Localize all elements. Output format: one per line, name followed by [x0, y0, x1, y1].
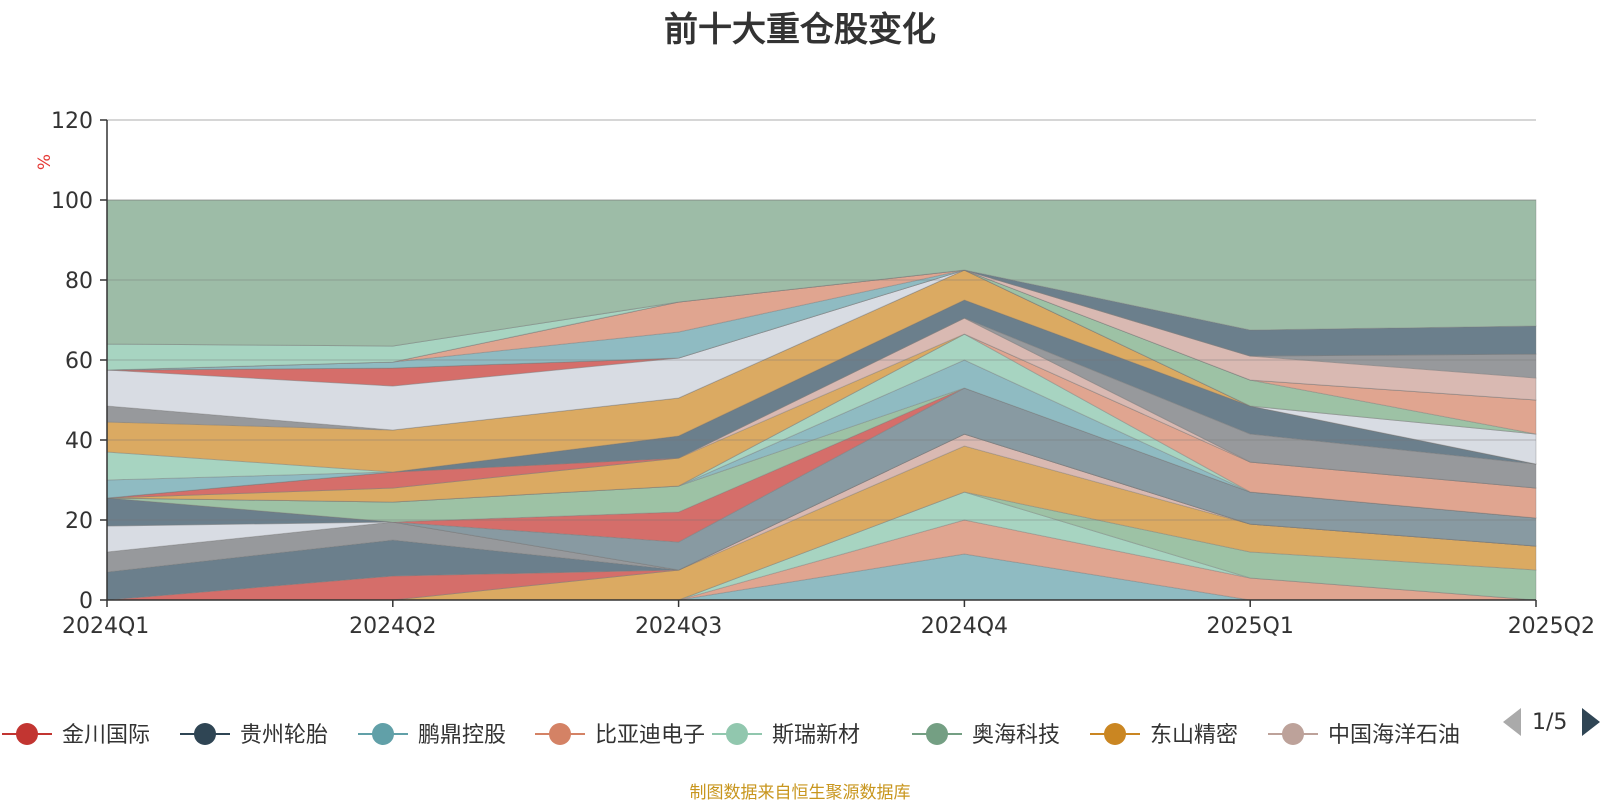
legend-item[interactable]: 奥海科技 [912, 723, 1060, 748]
area-band-21 [106, 317, 1537, 499]
legend-label: 中国海洋石油 [1328, 723, 1460, 748]
legend-next-icon[interactable] [1582, 708, 1600, 736]
x-tick-label: 2024Q1 [62, 614, 149, 639]
legend-item[interactable]: 斯瑞新材 [712, 723, 860, 748]
legend-item[interactable]: 中国海洋石油 [1268, 723, 1460, 748]
y-tick-label: 80 [65, 269, 93, 294]
axes: 0 20 40 60 80 100 120 2024Q1 2024Q2 2024Q3 2024Q4 2… [35, 109, 1595, 639]
legend-label: 金川国际 [62, 723, 150, 748]
legend-marker-icon [16, 723, 38, 745]
y-tick-label: 60 [65, 349, 93, 374]
y-tick-label: 0 [79, 589, 93, 614]
y-tick-label: 20 [65, 509, 93, 534]
chart-title: 前十大重仓股变化 [664, 10, 936, 50]
legend[interactable]: 金川国际 贵州轮胎 鹏鼎控股 比亚迪电子 斯瑞新材 奥海科技 东山精密 中国海洋石油 [2, 723, 1460, 748]
legend-label: 比亚迪电子 [595, 723, 705, 748]
grid-lines [107, 119, 1536, 521]
legend-label: 贵州轮胎 [240, 723, 328, 748]
legend-item[interactable]: 鹏鼎控股 [358, 723, 506, 748]
legend-marker-icon [1282, 723, 1304, 745]
legend-marker-icon [926, 723, 948, 745]
area-band-34 [106, 269, 1537, 379]
y-axis-unit-label: % [35, 154, 55, 170]
legend-item[interactable]: 比亚迪电子 [535, 723, 705, 748]
y-tick-label: 120 [51, 109, 93, 134]
legend-label: 鹏鼎控股 [418, 723, 506, 748]
legend-marker-icon [726, 723, 748, 745]
legend-marker-icon [372, 723, 394, 745]
x-tick-label: 2025Q2 [1508, 614, 1595, 639]
x-tick-label: 2025Q1 [1207, 614, 1294, 639]
legend-marker-icon [549, 723, 571, 745]
legend-label: 奥海科技 [972, 723, 1060, 748]
source-footnote: 制图数据来自恒生聚源数据库 [689, 783, 911, 803]
x-tick-label: 2024Q3 [635, 614, 722, 639]
area-layers [106, 199, 1537, 601]
legend-prev-icon[interactable] [1503, 708, 1521, 736]
x-tick-label: 2024Q4 [921, 614, 1008, 639]
area-band-12 [106, 387, 1537, 571]
y-tick-label: 40 [65, 429, 93, 454]
area-band-36 [106, 269, 1537, 357]
legend-label: 东山精密 [1150, 723, 1238, 748]
legend-label: 斯瑞新材 [772, 723, 860, 748]
legend-item[interactable]: 贵州轮胎 [180, 723, 328, 748]
area-band-33 [106, 269, 1537, 401]
legend-marker-icon [1104, 723, 1126, 745]
legend-pager[interactable]: 1/5 [1503, 708, 1600, 736]
area-band-37 [106, 199, 1537, 347]
y-tick-label: 100 [51, 189, 93, 214]
legend-item[interactable]: 东山精密 [1090, 723, 1238, 748]
legend-item[interactable]: 金川国际 [2, 723, 150, 748]
legend-page-indicator: 1/5 [1532, 710, 1567, 735]
x-tick-label: 2024Q2 [349, 614, 436, 639]
legend-marker-icon [194, 723, 216, 745]
